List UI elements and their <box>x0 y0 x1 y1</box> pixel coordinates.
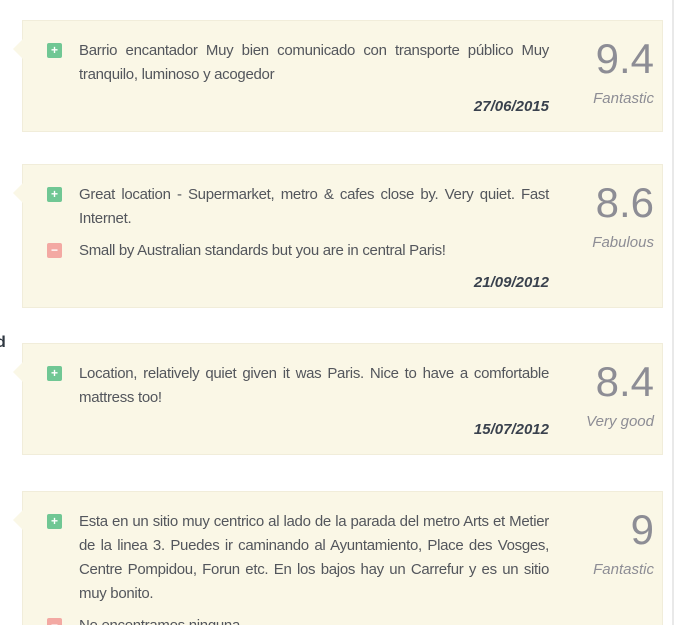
score-number: 8.4 <box>595 358 654 405</box>
positive-review-text: Esta en un sitio muy centrico al lado de… <box>79 513 549 602</box>
bubble-tail <box>13 362 23 382</box>
review-score: 8.6 Fabulous <box>549 165 662 307</box>
negative-review-text: Small by Australian standards but you ar… <box>79 242 446 259</box>
score-number: 9.4 <box>595 35 654 82</box>
review-card: + Esta en un sitio muy centrico al lado … <box>13 491 663 625</box>
bubble-tail <box>13 510 23 530</box>
score-label: Fantastic <box>593 561 654 579</box>
review-date: 15/07/2012 <box>473 421 549 438</box>
plus-icon: + <box>47 187 62 202</box>
positive-review-text: Barrio encantador Muy bien comunicado co… <box>79 42 549 83</box>
review-card: + Location, relatively quiet given it wa… <box>13 343 663 455</box>
positive-review-text: Location, relatively quiet given it was … <box>79 365 549 406</box>
review-score: 9.4 Fantastic <box>549 21 662 131</box>
positive-review-text: Great location - Supermarket, metro & ca… <box>79 186 549 227</box>
plus-icon: + <box>47 514 62 529</box>
bubble-tail <box>13 183 23 203</box>
review-body: + Esta en un sitio muy centrico al lado … <box>23 492 549 625</box>
score-label: Very good <box>586 413 654 431</box>
score-label: Fabulous <box>592 234 654 252</box>
reviews-list: + Barrio encantador Muy bien comunicado … <box>13 20 663 625</box>
minus-icon: − <box>47 243 62 258</box>
bubble-tail <box>13 39 23 59</box>
positive-review-row: + Great location - Supermarket, metro & … <box>47 183 549 231</box>
review-score: 8.4 Very good <box>549 344 662 454</box>
review-date: 27/06/2015 <box>473 98 549 115</box>
plus-icon: + <box>47 43 62 58</box>
score-label: Fantastic <box>593 90 654 108</box>
review-body: + Barrio encantador Muy bien comunicado … <box>23 21 549 131</box>
review-card: + Barrio encantador Muy bien comunicado … <box>13 20 663 132</box>
review-card: + Great location - Supermarket, metro & … <box>13 164 663 308</box>
clipped-text-fragment: d <box>0 334 6 351</box>
plus-icon: + <box>47 366 62 381</box>
page-edge-divider <box>672 0 674 625</box>
positive-review-row: + Barrio encantador Muy bien comunicado … <box>47 39 549 87</box>
review-body: + Great location - Supermarket, metro & … <box>23 165 549 307</box>
negative-review-text: No encontramos ninguna <box>79 614 549 625</box>
positive-review-row: + Esta en un sitio muy centrico al lado … <box>47 510 549 606</box>
review-score: 9 Fantastic <box>549 492 662 625</box>
minus-icon: − <box>47 618 62 625</box>
score-number: 8.6 <box>595 179 654 226</box>
review-date: 21/09/2012 <box>473 274 549 291</box>
review-body: + Location, relatively quiet given it wa… <box>23 344 549 454</box>
negative-review-row: − Small by Australian standards but you … <box>47 239 549 263</box>
positive-review-row: + Location, relatively quiet given it wa… <box>47 362 549 410</box>
negative-review-row: − No encontramos ninguna <box>47 614 549 625</box>
score-number: 9 <box>630 506 654 553</box>
